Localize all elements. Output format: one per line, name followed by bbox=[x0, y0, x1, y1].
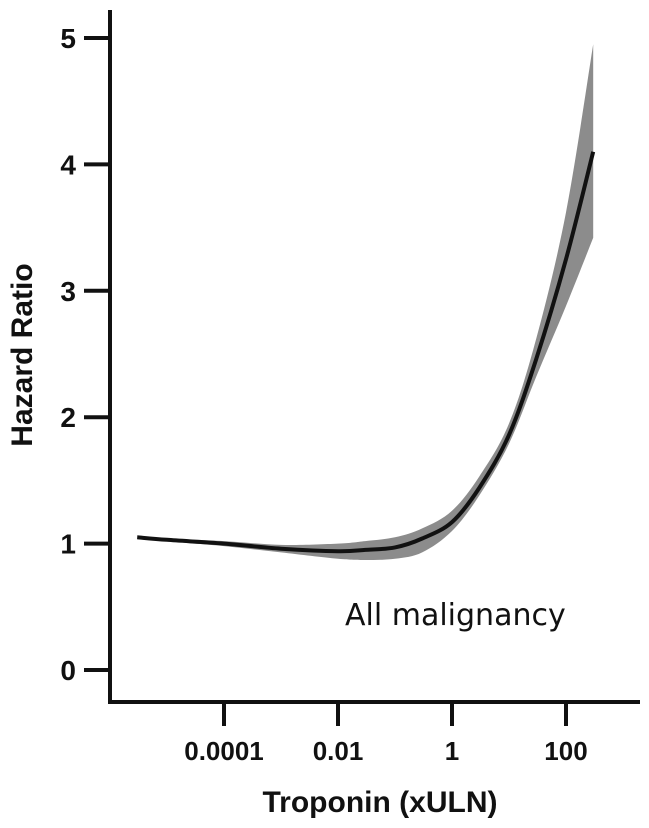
y-tick-label: 5 bbox=[60, 23, 76, 54]
confidence-band bbox=[137, 44, 594, 561]
y-axis-title: Hazard Ratio bbox=[6, 263, 39, 446]
annotation-label: All malignancy bbox=[345, 598, 566, 633]
x-tick-label: 0.01 bbox=[313, 736, 364, 766]
y-tick-label: 4 bbox=[60, 149, 76, 180]
x-axis-ticks: 0.0001 0.01 1 100 bbox=[184, 702, 588, 766]
y-tick-label: 3 bbox=[60, 276, 76, 307]
y-tick-label: 0 bbox=[60, 655, 76, 686]
x-tick-label: 0.0001 bbox=[184, 736, 264, 766]
y-tick-label: 1 bbox=[60, 529, 76, 560]
x-tick-label: 1 bbox=[445, 736, 459, 766]
y-axis-ticks: 0 1 2 3 4 5 bbox=[60, 23, 110, 686]
y-tick-label: 2 bbox=[60, 402, 76, 433]
hazard-ratio-line bbox=[137, 151, 596, 554]
x-axis-title: Troponin (xULN) bbox=[263, 786, 498, 819]
x-tick-label: 100 bbox=[544, 736, 587, 766]
